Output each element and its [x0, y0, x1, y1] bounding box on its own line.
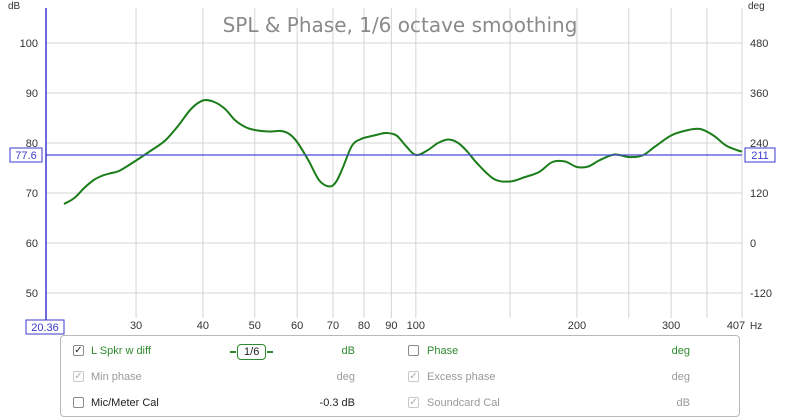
grid-lines [46, 8, 743, 318]
legend-unit-phase: deg [671, 345, 690, 357]
checkbox-min-phase[interactable]: ✓ [73, 371, 84, 382]
x-max-label: 407 [727, 320, 745, 332]
legend-row-spl: ✓ L Spkr w diff 1/6 dB Phase deg [61, 341, 739, 361]
legend-row-min-phase: ✓ Min phase deg ✓ Excess phase deg [61, 367, 739, 387]
spl-chart[interactable]: 100 90 80 70 60 50 480 360 240 120 0 -120 30 40 50 60… [0, 0, 800, 335]
cursor-left-value-box [9, 147, 43, 163]
x-tick-label: 300 [662, 320, 680, 332]
legend-unit-spl: dB [341, 345, 355, 357]
right-tick-label: 360 [750, 88, 768, 100]
legend-label-spl: L Spkr w diff [91, 345, 151, 357]
left-axis-tick-labels: 100 90 80 70 60 50 [20, 38, 38, 300]
right-tick-label: -120 [750, 288, 772, 300]
legend-panel: ✓ L Spkr w diff 1/6 dB Phase deg ✓ Min p… [60, 335, 740, 417]
legend-label-mic-cal: Mic/Meter Cal [91, 397, 159, 409]
right-tick-label: 0 [750, 238, 756, 250]
left-tick-label: 80 [26, 138, 38, 150]
legend-unit-soundcard-cal: dB [676, 397, 690, 409]
legend-label-excess-phase: Excess phase [427, 371, 496, 383]
x-axis-tick-labels: 30 40 50 60 70 80 90 100 200 300 407 [130, 320, 745, 332]
checkbox-excess-phase[interactable]: ✓ [408, 371, 419, 382]
left-tick-label: 50 [26, 288, 38, 300]
x-tick-label: 70 [327, 320, 339, 332]
x-tick-label: 50 [249, 320, 261, 332]
traces [63, 99, 743, 205]
x-tick-label: 200 [568, 320, 586, 332]
x-tick-label: 60 [291, 320, 303, 332]
x-min-box [25, 319, 65, 335]
smoothing-selector[interactable]: 1/6 [229, 344, 274, 360]
x-min-value: 20.36 [31, 322, 59, 334]
legend-unit-excess-phase: deg [671, 371, 690, 383]
left-tick-label: 100 [20, 38, 38, 50]
smoothing-num: 1 [244, 346, 251, 358]
cursor-left-value: 77.6 [15, 150, 36, 162]
checkbox-phase[interactable] [408, 345, 419, 356]
smoothing-den: 6 [253, 346, 260, 358]
x-tick-label: 30 [130, 320, 142, 332]
chart-title: SPL & Phase, 1/6 octave smoothing [223, 13, 578, 37]
left-tick-label: 60 [26, 238, 38, 250]
x-tick-label: 40 [197, 320, 209, 332]
x-tick-label: 90 [385, 320, 397, 332]
checkbox-soundcard-cal[interactable]: ✓ [408, 397, 419, 408]
left-tick-label: 90 [26, 88, 38, 100]
legend-row-mic-cal: Mic/Meter Cal -0.3 dB ✓ Soundcard Cal dB [61, 393, 739, 413]
x-tick-label: 80 [358, 320, 370, 332]
legend-label-soundcard-cal: Soundcard Cal [427, 397, 500, 409]
right-tick-label: 120 [750, 188, 768, 200]
right-tick-label: 240 [750, 138, 768, 150]
x-axis-unit: Hz [750, 321, 762, 332]
right-axis-unit: deg [748, 1, 765, 12]
legend-label-phase: Phase [427, 345, 459, 357]
cursor-right-value: 211 [751, 150, 769, 162]
x-tick-label: 100 [407, 320, 425, 332]
trace-l-spkr [63, 99, 743, 205]
checkbox-spl[interactable]: ✓ [73, 345, 84, 356]
legend-label-min-phase: Min phase [91, 371, 142, 383]
legend-unit-mic-cal: -0.3 dB [319, 397, 355, 409]
right-axis-tick-labels: 480 360 240 120 0 -120 [750, 38, 772, 300]
left-tick-label: 70 [26, 188, 38, 200]
checkbox-mic-cal[interactable] [73, 397, 84, 408]
right-tick-label: 480 [750, 38, 768, 50]
legend-unit-min-phase: deg [336, 371, 355, 383]
left-axis-unit: dB [8, 1, 21, 12]
cursor-right-value-box [744, 147, 776, 163]
